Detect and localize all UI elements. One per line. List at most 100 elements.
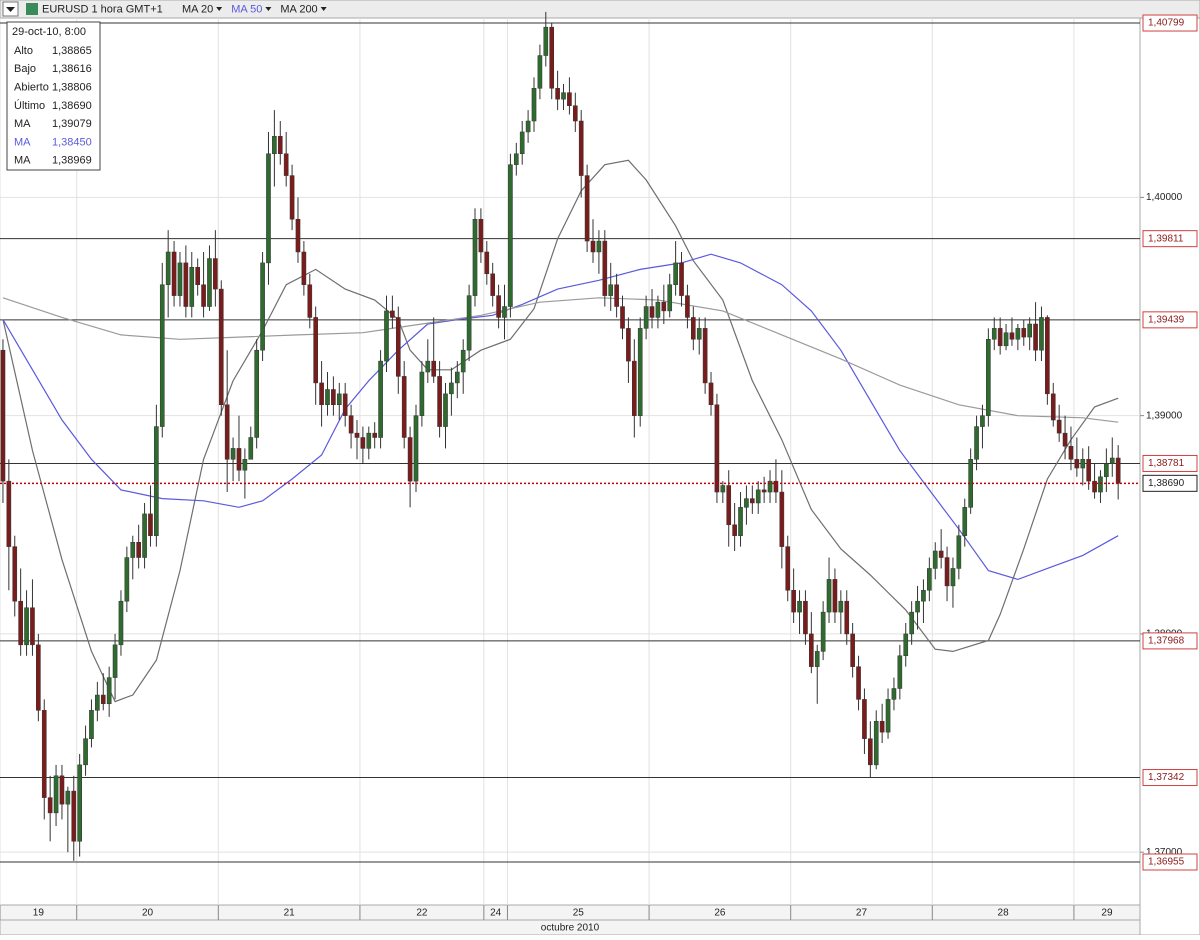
- candle-body: [124, 557, 130, 602]
- info-date: 29-oct-10, 8:00: [12, 26, 86, 38]
- x-tick-label: 27: [856, 908, 868, 919]
- candle-body: [826, 579, 832, 613]
- candle-body: [761, 489, 767, 493]
- candle-body: [454, 371, 460, 384]
- candle-body: [425, 360, 431, 373]
- candle-body: [708, 382, 714, 406]
- candle-body: [561, 92, 566, 100]
- candle-body: [71, 790, 77, 842]
- candle-body: [30, 607, 35, 646]
- candle-body: [106, 677, 112, 705]
- level-label: 1,38781: [1148, 458, 1185, 469]
- candle-body: [213, 258, 218, 290]
- legend-entry[interactable]: MA 20: [182, 3, 213, 15]
- symbol-label[interactable]: EURUSD 1 hora GMT+1: [42, 3, 163, 15]
- candle-body: [460, 349, 466, 373]
- candle-body: [903, 633, 909, 656]
- candle-body: [525, 120, 531, 133]
- candle-body: [1098, 476, 1103, 493]
- candle-body: [331, 389, 336, 406]
- x-tick-label: 22: [416, 908, 428, 919]
- candle-body: [755, 489, 761, 504]
- candle-body: [319, 382, 324, 406]
- candle-body: [785, 546, 791, 591]
- candle-body: [885, 699, 891, 733]
- candle-body: [702, 328, 708, 384]
- candle-body: [637, 328, 643, 416]
- ma-line: [2, 297, 1119, 423]
- candle-body: [478, 218, 484, 253]
- candle-body: [437, 376, 442, 427]
- candle-body: [165, 251, 171, 285]
- y-tick-label: 1,40000: [1146, 192, 1183, 203]
- candle-body: [602, 240, 608, 296]
- candle-body: [596, 240, 602, 253]
- candle-body: [820, 611, 826, 652]
- level-box: [1142, 769, 1198, 787]
- candle-body: [77, 764, 82, 842]
- candle-body: [832, 579, 838, 613]
- info-value: 1,38806: [52, 82, 92, 94]
- candle-body: [1039, 317, 1044, 351]
- candle-body: [431, 360, 437, 377]
- candle-body: [1115, 457, 1121, 484]
- candle-body: [336, 393, 342, 406]
- info-label: MA: [14, 136, 31, 148]
- candle-body: [714, 404, 720, 493]
- candle-body: [325, 389, 330, 406]
- candle-body: [567, 92, 572, 106]
- candle-body: [519, 131, 525, 155]
- candle-body: [1068, 445, 1074, 460]
- x-tick-label: 21: [284, 908, 296, 919]
- candle-body: [12, 546, 18, 602]
- candle-body: [938, 550, 944, 558]
- candle-body: [980, 415, 985, 427]
- candle-body: [1033, 323, 1038, 351]
- legend-entry[interactable]: MA 50: [231, 3, 262, 15]
- x-tick-label: 20: [142, 908, 154, 919]
- candle-body: [201, 284, 206, 307]
- candle-body: [195, 267, 200, 285]
- candle-body: [207, 258, 212, 307]
- candle-body: [797, 600, 802, 613]
- legend-arrow: [216, 7, 223, 11]
- candle-body: [986, 339, 991, 416]
- plot-area: [0, 11, 1140, 905]
- candle-body: [956, 535, 962, 569]
- candle-body: [283, 153, 289, 176]
- candle-body: [726, 485, 732, 526]
- level-label: 1,36955: [1148, 857, 1185, 868]
- candle-body: [537, 55, 543, 89]
- candle-body: [218, 288, 224, 406]
- candle-body: [230, 448, 236, 460]
- candle-body: [767, 480, 773, 493]
- candle-body: [41, 710, 47, 798]
- ma-line: [2, 159, 1119, 703]
- candle-body: [632, 360, 637, 416]
- toolbar: [0, 0, 1200, 19]
- candle-body: [1027, 323, 1032, 338]
- y-tick-label: 1,37000: [1146, 847, 1183, 858]
- candle-body: [1050, 393, 1056, 421]
- candle-body: [1021, 328, 1027, 338]
- candle-body: [254, 349, 259, 438]
- info-value: 1,38690: [52, 100, 92, 112]
- level-box: [1142, 14, 1198, 32]
- candle-body: [53, 775, 59, 814]
- legend-entry[interactable]: MA 200: [280, 3, 317, 15]
- candle-body: [372, 432, 378, 438]
- candle-body: [95, 694, 100, 711]
- info-label: MA: [14, 155, 31, 167]
- candle-body: [590, 240, 596, 253]
- x-tick-label: 25: [573, 908, 585, 919]
- candle-body: [679, 262, 684, 296]
- candle-body: [419, 371, 425, 416]
- candle-body: [236, 448, 242, 471]
- x-tick-label: 19: [33, 908, 45, 919]
- candle-body: [395, 317, 401, 377]
- candle-body: [791, 590, 796, 613]
- candle-body: [177, 262, 183, 296]
- candle-body: [130, 542, 136, 558]
